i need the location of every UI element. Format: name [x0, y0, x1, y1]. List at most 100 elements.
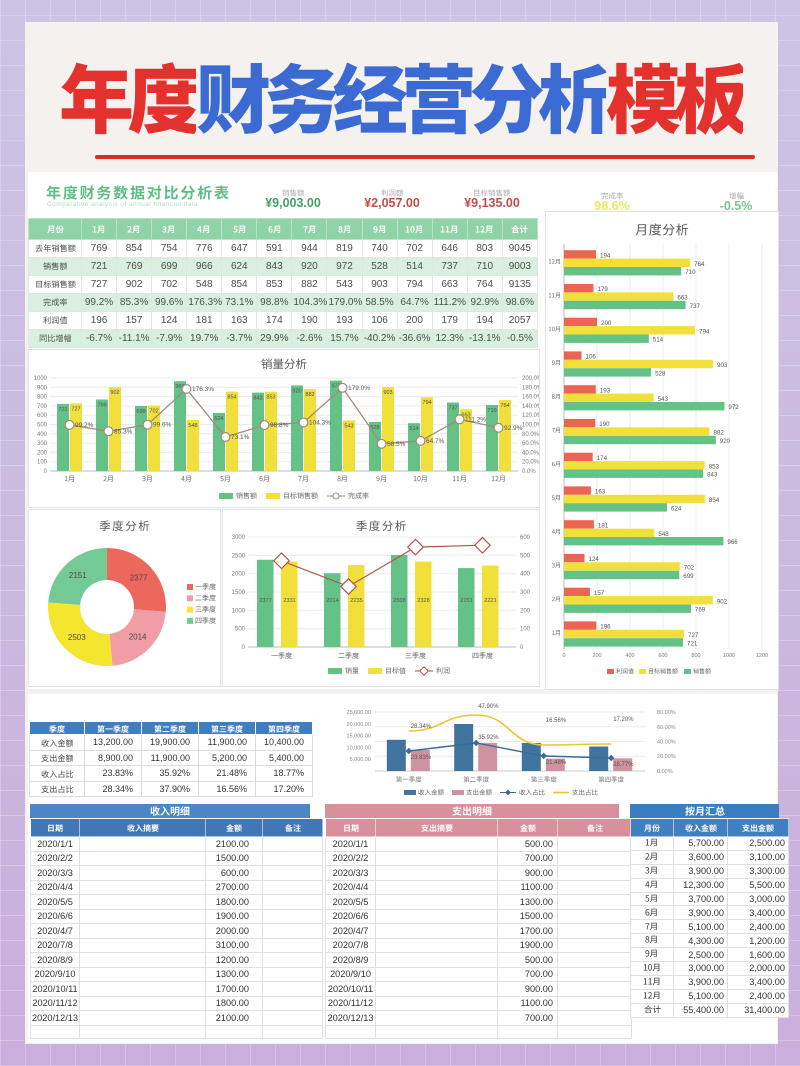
svg-text:0: 0 — [242, 645, 246, 651]
svg-text:882: 882 — [714, 430, 725, 437]
svg-text:120.0%: 120.0% — [522, 413, 540, 419]
svg-text:0: 0 — [520, 645, 524, 651]
svg-text:28.34%: 28.34% — [411, 724, 432, 730]
svg-text:769: 769 — [695, 607, 706, 614]
svg-text:854: 854 — [227, 395, 236, 401]
svg-text:181: 181 — [598, 522, 609, 529]
svg-text:200: 200 — [592, 653, 601, 659]
svg-text:727: 727 — [688, 632, 699, 639]
svg-text:200: 200 — [601, 320, 612, 327]
svg-text:966: 966 — [175, 384, 184, 390]
svg-text:794: 794 — [422, 400, 431, 406]
svg-text:920: 920 — [720, 438, 731, 445]
svg-text:100.0%: 100.0% — [522, 423, 540, 429]
svg-text:1000: 1000 — [232, 608, 246, 614]
svg-text:920: 920 — [292, 388, 301, 394]
svg-text:140.0%: 140.0% — [522, 404, 540, 410]
svg-text:737: 737 — [690, 303, 701, 310]
svg-text:528: 528 — [370, 425, 379, 431]
svg-text:2014: 2014 — [129, 633, 147, 642]
svg-text:25,000.00: 25,000.00 — [347, 710, 371, 716]
svg-text:500: 500 — [520, 553, 531, 559]
svg-text:40.00%: 40.00% — [657, 740, 676, 746]
svg-text:843: 843 — [707, 472, 718, 479]
svg-text:60.0%: 60.0% — [522, 441, 540, 447]
svg-text:111.2%: 111.2% — [465, 416, 486, 423]
svg-text:200: 200 — [37, 450, 48, 456]
svg-text:900: 900 — [37, 385, 48, 391]
svg-text:400: 400 — [37, 432, 48, 438]
svg-text:194: 194 — [600, 252, 611, 259]
svg-text:548: 548 — [658, 531, 669, 538]
svg-text:2014: 2014 — [326, 598, 338, 604]
svg-text:903: 903 — [383, 390, 392, 396]
svg-text:157: 157 — [594, 590, 605, 597]
svg-text:80.0%: 80.0% — [522, 432, 540, 438]
svg-text:40.0%: 40.0% — [522, 450, 540, 456]
svg-text:699: 699 — [683, 573, 694, 580]
svg-text:35.92%: 35.92% — [478, 735, 499, 741]
svg-text:764: 764 — [694, 261, 705, 268]
svg-text:20.0%: 20.0% — [522, 460, 540, 466]
svg-text:1000: 1000 — [34, 376, 48, 382]
svg-text:853: 853 — [266, 395, 275, 401]
svg-text:1500: 1500 — [232, 590, 246, 596]
svg-text:624: 624 — [671, 505, 682, 512]
svg-text:543: 543 — [658, 396, 669, 403]
svg-text:200.0%: 200.0% — [522, 376, 540, 382]
svg-text:18.77%: 18.77% — [613, 762, 634, 768]
svg-text:2328: 2328 — [417, 598, 429, 604]
svg-text:600: 600 — [37, 413, 48, 419]
svg-text:2151: 2151 — [69, 571, 87, 580]
svg-text:300: 300 — [520, 590, 531, 596]
svg-text:20,000.00: 20,000.00 — [347, 722, 371, 728]
svg-text:543: 543 — [344, 424, 353, 430]
svg-text:2235: 2235 — [350, 598, 362, 604]
svg-text:196: 196 — [600, 624, 611, 631]
svg-text:193: 193 — [600, 387, 611, 394]
svg-text:179.0%: 179.0% — [348, 385, 370, 392]
svg-text:179: 179 — [598, 286, 609, 293]
svg-text:400: 400 — [520, 572, 531, 578]
svg-text:972: 972 — [728, 404, 739, 411]
svg-text:180.0%: 180.0% — [522, 385, 540, 391]
svg-text:17.20%: 17.20% — [613, 717, 634, 723]
svg-text:710: 710 — [487, 408, 496, 414]
svg-text:769: 769 — [97, 403, 106, 409]
svg-text:300: 300 — [37, 441, 48, 447]
svg-text:0.0%: 0.0% — [522, 469, 536, 475]
svg-text:663: 663 — [677, 295, 688, 302]
svg-text:2500: 2500 — [232, 553, 246, 559]
svg-text:2221: 2221 — [484, 598, 496, 604]
svg-text:124: 124 — [589, 556, 600, 563]
svg-text:600: 600 — [520, 535, 531, 541]
svg-text:98.8%: 98.8% — [270, 422, 289, 429]
svg-text:600: 600 — [658, 653, 667, 659]
svg-text:174: 174 — [597, 455, 608, 462]
svg-text:514: 514 — [653, 337, 664, 344]
svg-text:902: 902 — [110, 390, 119, 396]
svg-text:73.1%: 73.1% — [231, 434, 250, 441]
svg-text:85.3%: 85.3% — [114, 428, 133, 435]
svg-text:721: 721 — [687, 640, 698, 647]
svg-text:700: 700 — [37, 404, 48, 410]
svg-text:99.6%: 99.6% — [153, 422, 172, 429]
svg-text:99.2%: 99.2% — [75, 422, 94, 429]
svg-text:3000: 3000 — [232, 535, 246, 541]
svg-text:882: 882 — [305, 392, 314, 398]
svg-text:2508: 2508 — [393, 598, 405, 604]
svg-text:624: 624 — [214, 416, 223, 422]
svg-text:514: 514 — [409, 426, 418, 432]
svg-text:104.3%: 104.3% — [309, 420, 331, 427]
svg-text:702: 702 — [149, 409, 158, 415]
svg-text:0: 0 — [44, 469, 48, 475]
svg-text:500: 500 — [235, 627, 246, 633]
svg-text:727: 727 — [71, 406, 80, 412]
svg-text:21.48%: 21.48% — [546, 760, 567, 766]
svg-text:0: 0 — [562, 653, 565, 659]
svg-text:794: 794 — [699, 328, 710, 335]
svg-text:160.0%: 160.0% — [522, 395, 540, 401]
svg-text:400: 400 — [625, 653, 634, 659]
svg-text:843: 843 — [253, 396, 262, 402]
svg-text:106: 106 — [586, 354, 597, 361]
